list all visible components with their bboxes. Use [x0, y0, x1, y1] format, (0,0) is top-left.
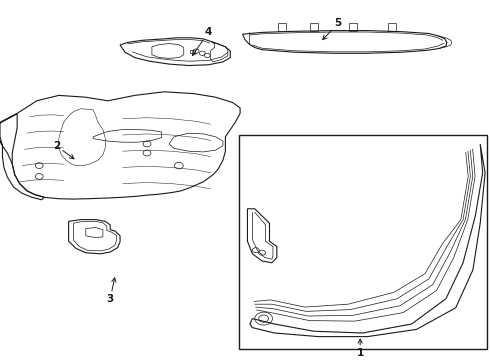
Text: 5: 5 — [322, 18, 342, 40]
Text: 1: 1 — [357, 339, 364, 358]
Text: 4: 4 — [193, 27, 212, 55]
Text: 2: 2 — [53, 141, 74, 159]
Bar — [239, 135, 487, 349]
Text: 3: 3 — [107, 278, 116, 304]
